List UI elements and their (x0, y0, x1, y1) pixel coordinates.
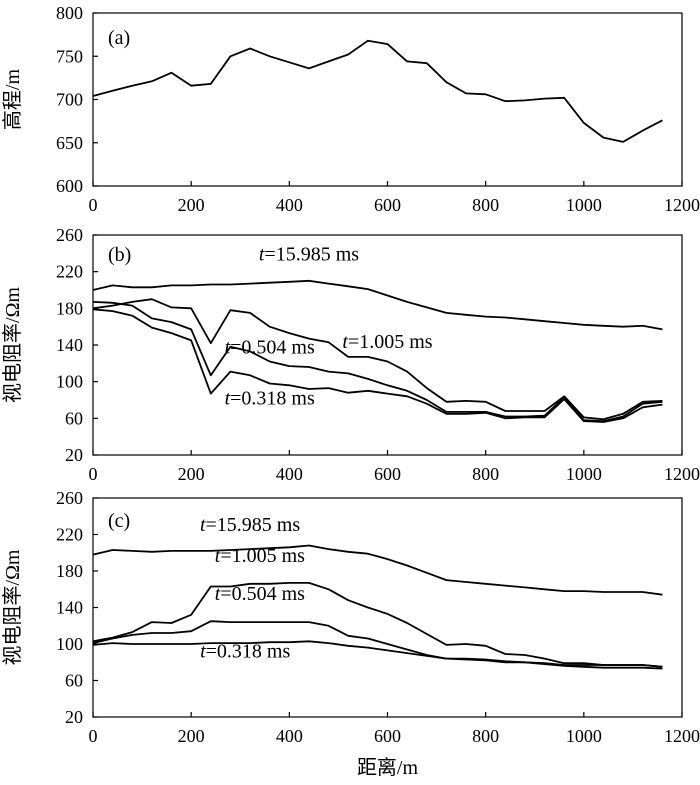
series-label: t=0.318 ms (200, 641, 290, 663)
panel-b: 0 200 400 600 800 1000 1200 20 60 100 140 180 220 260… (1, 225, 700, 484)
y-tick-label: 140 (56, 335, 83, 355)
x-tick-label: 800 (472, 195, 499, 215)
series-line-b-2 (92, 301, 663, 422)
series-label: t=15.985 ms (200, 514, 300, 536)
y-axis-label: 视电阻率/Ωm (1, 549, 24, 665)
series-label-value: =1.005 ms (348, 331, 433, 353)
series-label-prefix: t (215, 583, 221, 605)
x-tick-label: 0 (89, 726, 98, 746)
series-line-b-3 (92, 308, 663, 423)
series-label-prefix: t (200, 514, 206, 536)
y-tick-label: 100 (56, 372, 83, 392)
x-tick-label: 400 (276, 726, 303, 746)
y-tick-label: 20 (65, 445, 83, 465)
x-tick-label: 1200 (664, 726, 700, 746)
y-tick-label: 180 (56, 561, 83, 581)
y-tick-label: 20 (65, 707, 83, 727)
x-tick-label: 1000 (566, 726, 602, 746)
x-tick-label: 400 (276, 464, 303, 484)
y-tick-label: 60 (65, 671, 83, 691)
series-label: t=0.504 ms (215, 583, 305, 605)
x-tick-label: 400 (276, 195, 303, 215)
y-axis-label: 高程/m (1, 69, 24, 131)
y-tick-label: 650 (56, 133, 83, 153)
series-label-prefix: t (259, 244, 265, 266)
y-tick-label: 260 (56, 225, 83, 245)
x-tick-label: 1200 (664, 464, 700, 484)
x-tick-label: 0 (89, 195, 98, 215)
y-tick-label: 220 (56, 525, 83, 545)
y-tick-label: 140 (56, 598, 83, 618)
series-label-prefix: t (225, 336, 231, 358)
series-label: t=1.005 ms (215, 545, 305, 567)
series-label-prefix: t (225, 388, 231, 410)
y-tick-label: 100 (56, 634, 83, 654)
series-label-value: =0.318 ms (206, 641, 291, 663)
series-label: t=15.985 ms (259, 244, 359, 266)
x-tick-label: 1000 (566, 464, 602, 484)
x-tick-label: 600 (374, 195, 401, 215)
panel-label: (a) (108, 27, 130, 49)
plot-frame (92, 12, 683, 187)
x-axis-label: 距离/m (357, 756, 419, 779)
series-line-b-1 (92, 298, 663, 421)
series-label-prefix: t (215, 545, 221, 567)
plot-frame (92, 497, 683, 718)
y-tick-label: 700 (56, 90, 83, 110)
y-tick-label: 600 (56, 176, 83, 196)
x-tick-label: 600 (374, 726, 401, 746)
y-tick-label: 800 (56, 3, 83, 23)
series-label-value: =0.504 ms (220, 583, 305, 605)
x-tick-label: 200 (178, 726, 205, 746)
series-label: t=1.005 ms (342, 331, 432, 353)
x-tick-label: 1200 (664, 195, 700, 215)
series-label-value: =0.318 ms (230, 388, 315, 410)
series-line-c-2 (92, 620, 663, 668)
panel-c: 0 200 400 600 800 1000 1200 20 60 100 140 180 220 260… (1, 488, 700, 779)
y-axis-label: 视电阻率/Ωm (1, 287, 24, 403)
x-tick-label: 800 (472, 726, 499, 746)
panel-a: 0 200 400 600 800 1000 1200 600 650 700 750 800 高程/m… (1, 3, 700, 215)
series-label-value: =1.005 ms (220, 545, 305, 567)
series-label-value: =15.985 ms (206, 514, 301, 536)
series-line-b-0 (92, 279, 663, 331)
y-tick-label: 260 (56, 488, 83, 508)
series-label-prefix: t (342, 331, 348, 353)
y-tick-label: 750 (56, 46, 83, 66)
series-label: t=0.504 ms (225, 336, 315, 358)
series-label-value: =0.504 ms (230, 336, 315, 358)
series-line-a-0 (92, 39, 663, 143)
x-tick-label: 200 (178, 464, 205, 484)
series-line-c-3 (92, 640, 663, 670)
panel-label: (c) (108, 510, 130, 532)
x-tick-label: 200 (178, 195, 205, 215)
series-label: t=0.318 ms (225, 388, 315, 410)
series-line-c-0 (92, 544, 663, 596)
series-label-value: =15.985 ms (264, 244, 359, 266)
y-tick-label: 220 (56, 262, 83, 282)
x-tick-label: 800 (472, 464, 499, 484)
series-label-prefix: t (200, 641, 206, 663)
y-tick-label: 60 (65, 408, 83, 428)
series-line-c-1 (92, 582, 663, 668)
x-tick-label: 600 (374, 464, 401, 484)
y-tick-label: 180 (56, 298, 83, 318)
x-tick-label: 1000 (566, 195, 602, 215)
x-tick-label: 0 (89, 464, 98, 484)
panel-label: (b) (108, 244, 131, 266)
